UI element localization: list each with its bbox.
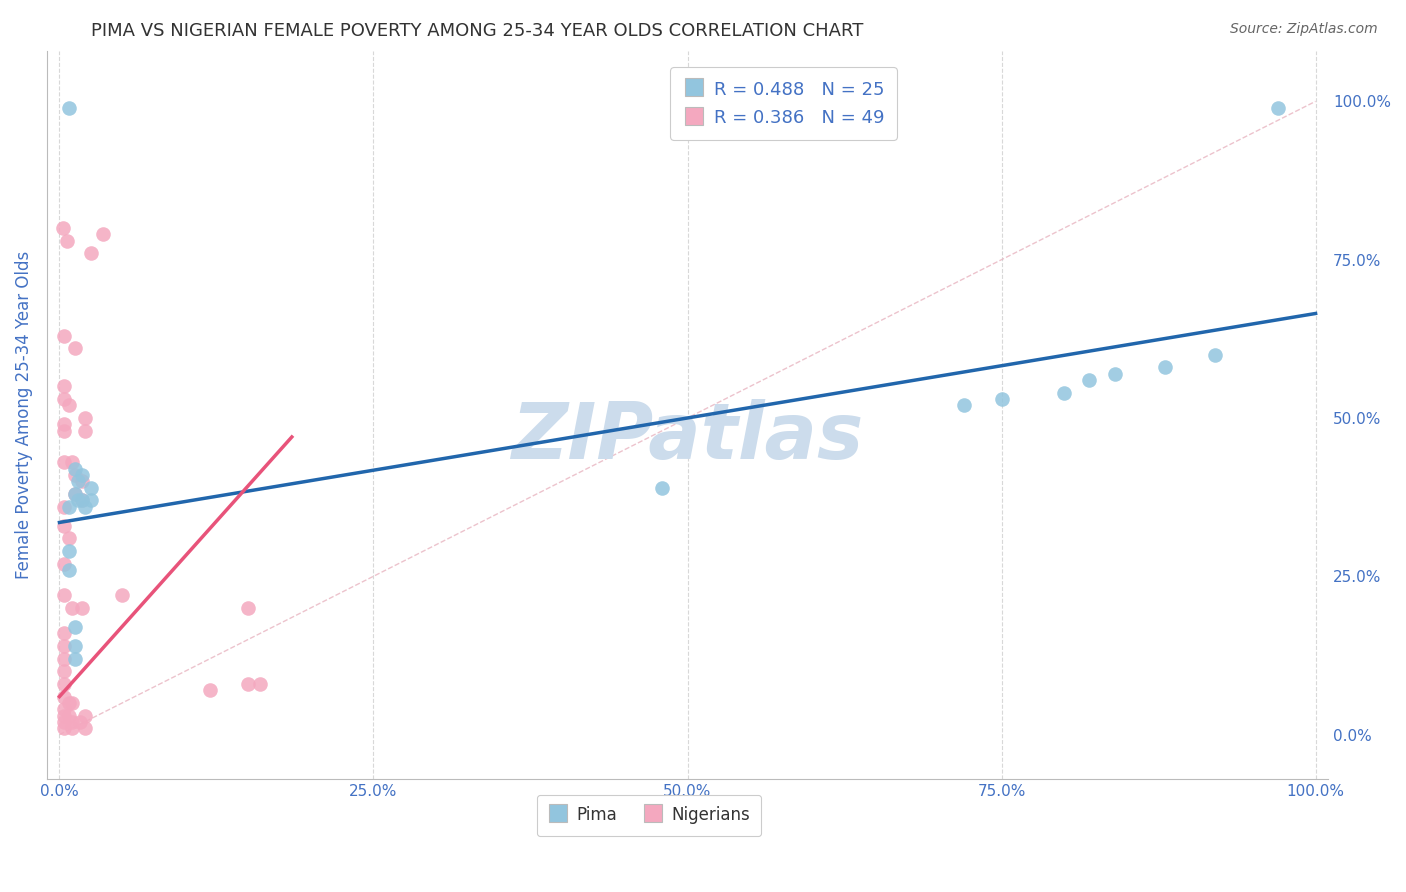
Legend: Pima, Nigerians: Pima, Nigerians	[537, 795, 761, 836]
Point	[236, 601, 259, 615]
Point	[67, 475, 90, 489]
Point	[70, 467, 93, 482]
Point	[53, 417, 76, 432]
Text: Source: ZipAtlas.com: Source: ZipAtlas.com	[1230, 22, 1378, 37]
Point	[93, 227, 115, 242]
Point	[249, 677, 271, 691]
Point	[53, 518, 76, 533]
Point	[58, 101, 80, 115]
Point	[63, 487, 86, 501]
Point	[58, 531, 80, 545]
Point	[73, 708, 96, 723]
Point	[70, 493, 93, 508]
Point	[53, 721, 76, 735]
Point	[1267, 101, 1289, 115]
Point	[1078, 373, 1101, 387]
Point	[80, 481, 103, 495]
Point	[53, 392, 76, 406]
Point	[1104, 367, 1126, 381]
Point	[63, 341, 86, 355]
Point	[53, 500, 76, 514]
Point	[1053, 385, 1076, 400]
Point	[73, 424, 96, 438]
Text: ZIPatlas: ZIPatlas	[512, 399, 863, 475]
Point	[53, 424, 76, 438]
Point	[53, 455, 76, 469]
Point	[651, 481, 673, 495]
Point	[53, 639, 76, 653]
Point	[60, 696, 83, 710]
Point	[60, 714, 83, 729]
Point	[53, 626, 76, 640]
Point	[69, 714, 91, 729]
Point	[53, 708, 76, 723]
Text: PIMA VS NIGERIAN FEMALE POVERTY AMONG 25-34 YEAR OLDS CORRELATION CHART: PIMA VS NIGERIAN FEMALE POVERTY AMONG 25…	[91, 22, 863, 40]
Point	[990, 392, 1012, 406]
Point	[58, 544, 80, 558]
Point	[953, 398, 976, 412]
Point	[63, 461, 86, 475]
Point	[53, 665, 76, 679]
Point	[70, 601, 93, 615]
Point	[53, 557, 76, 571]
Point	[53, 690, 76, 704]
Point	[53, 328, 76, 343]
Point	[111, 588, 134, 602]
Point	[63, 620, 86, 634]
Y-axis label: Female Poverty Among 25-34 Year Olds: Female Poverty Among 25-34 Year Olds	[15, 251, 32, 579]
Point	[53, 677, 76, 691]
Point	[58, 500, 80, 514]
Point	[67, 493, 90, 508]
Point	[70, 475, 93, 489]
Point	[236, 677, 259, 691]
Point	[73, 721, 96, 735]
Point	[53, 651, 76, 665]
Point	[58, 708, 80, 723]
Point	[63, 467, 86, 482]
Point	[73, 500, 96, 514]
Point	[198, 683, 221, 698]
Point	[53, 379, 76, 393]
Point	[80, 493, 103, 508]
Point	[63, 487, 86, 501]
Point	[53, 714, 76, 729]
Point	[53, 702, 76, 716]
Point	[60, 721, 83, 735]
Point	[52, 221, 75, 235]
Point	[63, 639, 86, 653]
Point	[56, 234, 79, 248]
Point	[58, 563, 80, 577]
Point	[60, 601, 83, 615]
Point	[1153, 360, 1175, 375]
Point	[60, 455, 83, 469]
Point	[80, 246, 103, 260]
Point	[1204, 348, 1226, 362]
Point	[73, 411, 96, 425]
Point	[53, 588, 76, 602]
Point	[63, 651, 86, 665]
Point	[70, 493, 93, 508]
Point	[58, 696, 80, 710]
Point	[58, 398, 80, 412]
